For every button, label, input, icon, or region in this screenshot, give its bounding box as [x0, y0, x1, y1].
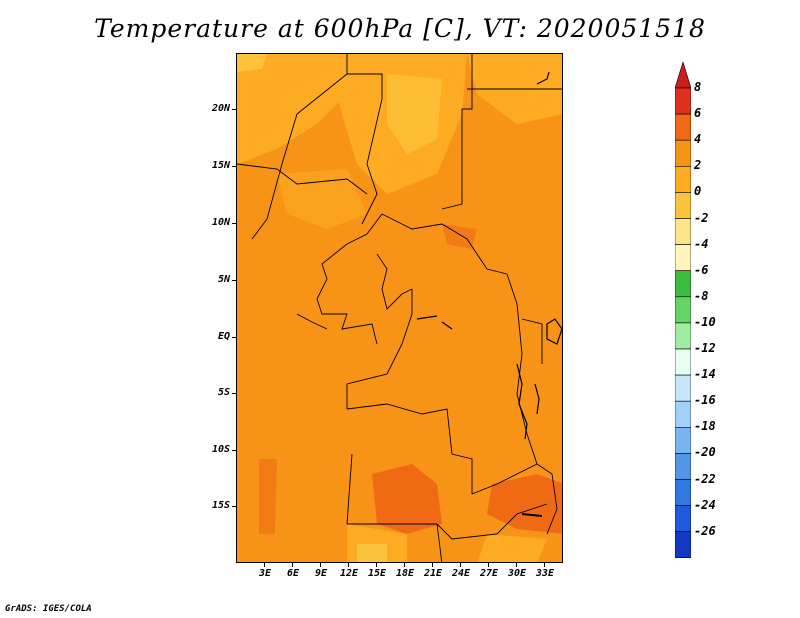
colorbar-segment — [675, 400, 691, 428]
colorbar-label: -14 — [694, 367, 716, 382]
colorbar-segment — [675, 531, 691, 558]
cool-patch-sahara-west — [237, 54, 347, 164]
lat-label-15s: 15S — [211, 500, 230, 511]
colorbar — [675, 62, 691, 558]
temperature-field — [237, 54, 562, 562]
lon-tick — [264, 563, 265, 567]
lat-label-20n: 20N — [211, 103, 230, 114]
colorbar-label: -24 — [694, 497, 716, 512]
lat-label-15n: 15N — [211, 160, 230, 171]
colorbar-segment — [675, 270, 691, 298]
colorbar-label: -2 — [694, 210, 709, 225]
colorbar-segment — [675, 374, 691, 402]
colorbar-segment — [675, 426, 691, 454]
lon-tick — [376, 563, 377, 567]
warm-patch-mozambique — [487, 474, 562, 534]
lon-tick — [488, 563, 489, 567]
colorbar-label: -26 — [694, 523, 716, 538]
colorbar-label: 6 — [694, 106, 702, 121]
colorbar-over-arrow — [675, 62, 691, 89]
lon-label-27e: 27E — [479, 568, 499, 579]
lon-label-6e: 6E — [286, 568, 300, 579]
lon-tick — [320, 563, 321, 567]
colorbar-segment — [675, 296, 691, 324]
cooler-patch-south — [357, 544, 387, 562]
colorbar-label: -4 — [694, 236, 709, 251]
colorbar-label: 0 — [694, 184, 702, 199]
colorbar-segment — [675, 218, 691, 245]
colorbar-label: -8 — [694, 288, 709, 303]
lat-label-eq: EQ — [217, 331, 230, 342]
colorbar-label: -22 — [694, 471, 716, 486]
lat-tick — [232, 166, 236, 167]
colorbar-label: 2 — [694, 158, 702, 173]
colorbar-segment — [675, 244, 691, 272]
warm-patch-ocean — [259, 459, 277, 534]
lat-tick — [232, 223, 236, 224]
lon-tick — [404, 563, 405, 567]
lon-label-12e: 12E — [339, 568, 359, 579]
lon-label-15e: 15E — [367, 568, 387, 579]
lon-label-30e: 30E — [507, 568, 527, 579]
lat-tick — [232, 109, 236, 110]
lon-label-21e: 21E — [423, 568, 443, 579]
lat-label-10s: 10S — [211, 444, 230, 455]
lon-tick — [292, 563, 293, 567]
lon-label-33e: 33E — [535, 568, 555, 579]
colorbar-segment — [675, 348, 691, 376]
colorbar-segment — [675, 453, 691, 480]
lon-tick — [460, 563, 461, 567]
colorbar-segment — [675, 139, 691, 167]
lat-tick — [232, 450, 236, 451]
cooler-patch-sahara — [387, 74, 442, 154]
colorbar-label: 4 — [694, 132, 702, 147]
colorbar-segment — [675, 322, 691, 350]
colorbar-segment — [675, 87, 691, 115]
lon-tick — [544, 563, 545, 567]
colorbar-label: -6 — [694, 262, 709, 277]
lon-label-3e: 3E — [258, 568, 272, 579]
lon-tick — [516, 563, 517, 567]
lat-label-5s: 5S — [217, 387, 230, 398]
colorbar-label: -20 — [694, 445, 716, 460]
lat-label-10n: 10N — [211, 217, 230, 228]
warm-patch-central — [442, 224, 477, 249]
cool-patch-southeast — [477, 534, 547, 562]
colorbar-label: -18 — [694, 419, 716, 434]
lat-tick — [232, 280, 236, 281]
colorbar-segment — [675, 479, 691, 506]
lake-outlines — [416, 71, 562, 517]
map-panel — [236, 53, 563, 563]
warm-patch-angola — [372, 464, 442, 534]
lat-label-5n: 5N — [217, 274, 230, 285]
colorbar-label: -10 — [694, 314, 716, 329]
colorbar-label: -12 — [694, 341, 716, 355]
colorbar-label: -16 — [694, 393, 716, 408]
colorbar-segment — [675, 113, 691, 141]
grads-credit: GrADS: IGES/COLA — [5, 604, 92, 614]
lon-tick — [432, 563, 433, 567]
colorbar-segment — [675, 505, 691, 533]
lon-tick — [348, 563, 349, 567]
lat-tick — [232, 393, 236, 394]
map-title: Temperature at 600hPa [C], VT: 202005151… — [94, 14, 706, 43]
colorbar-segment — [675, 192, 691, 219]
colorbar-label: 8 — [694, 80, 702, 94]
lat-tick — [232, 506, 236, 507]
colorbar-segment — [675, 166, 691, 193]
cooler-corner-nw — [237, 54, 267, 72]
lon-label-9e: 9E — [314, 568, 328, 579]
lat-tick — [232, 337, 236, 338]
lon-label-18e: 18E — [395, 568, 415, 579]
lon-label-24e: 24E — [451, 568, 471, 579]
